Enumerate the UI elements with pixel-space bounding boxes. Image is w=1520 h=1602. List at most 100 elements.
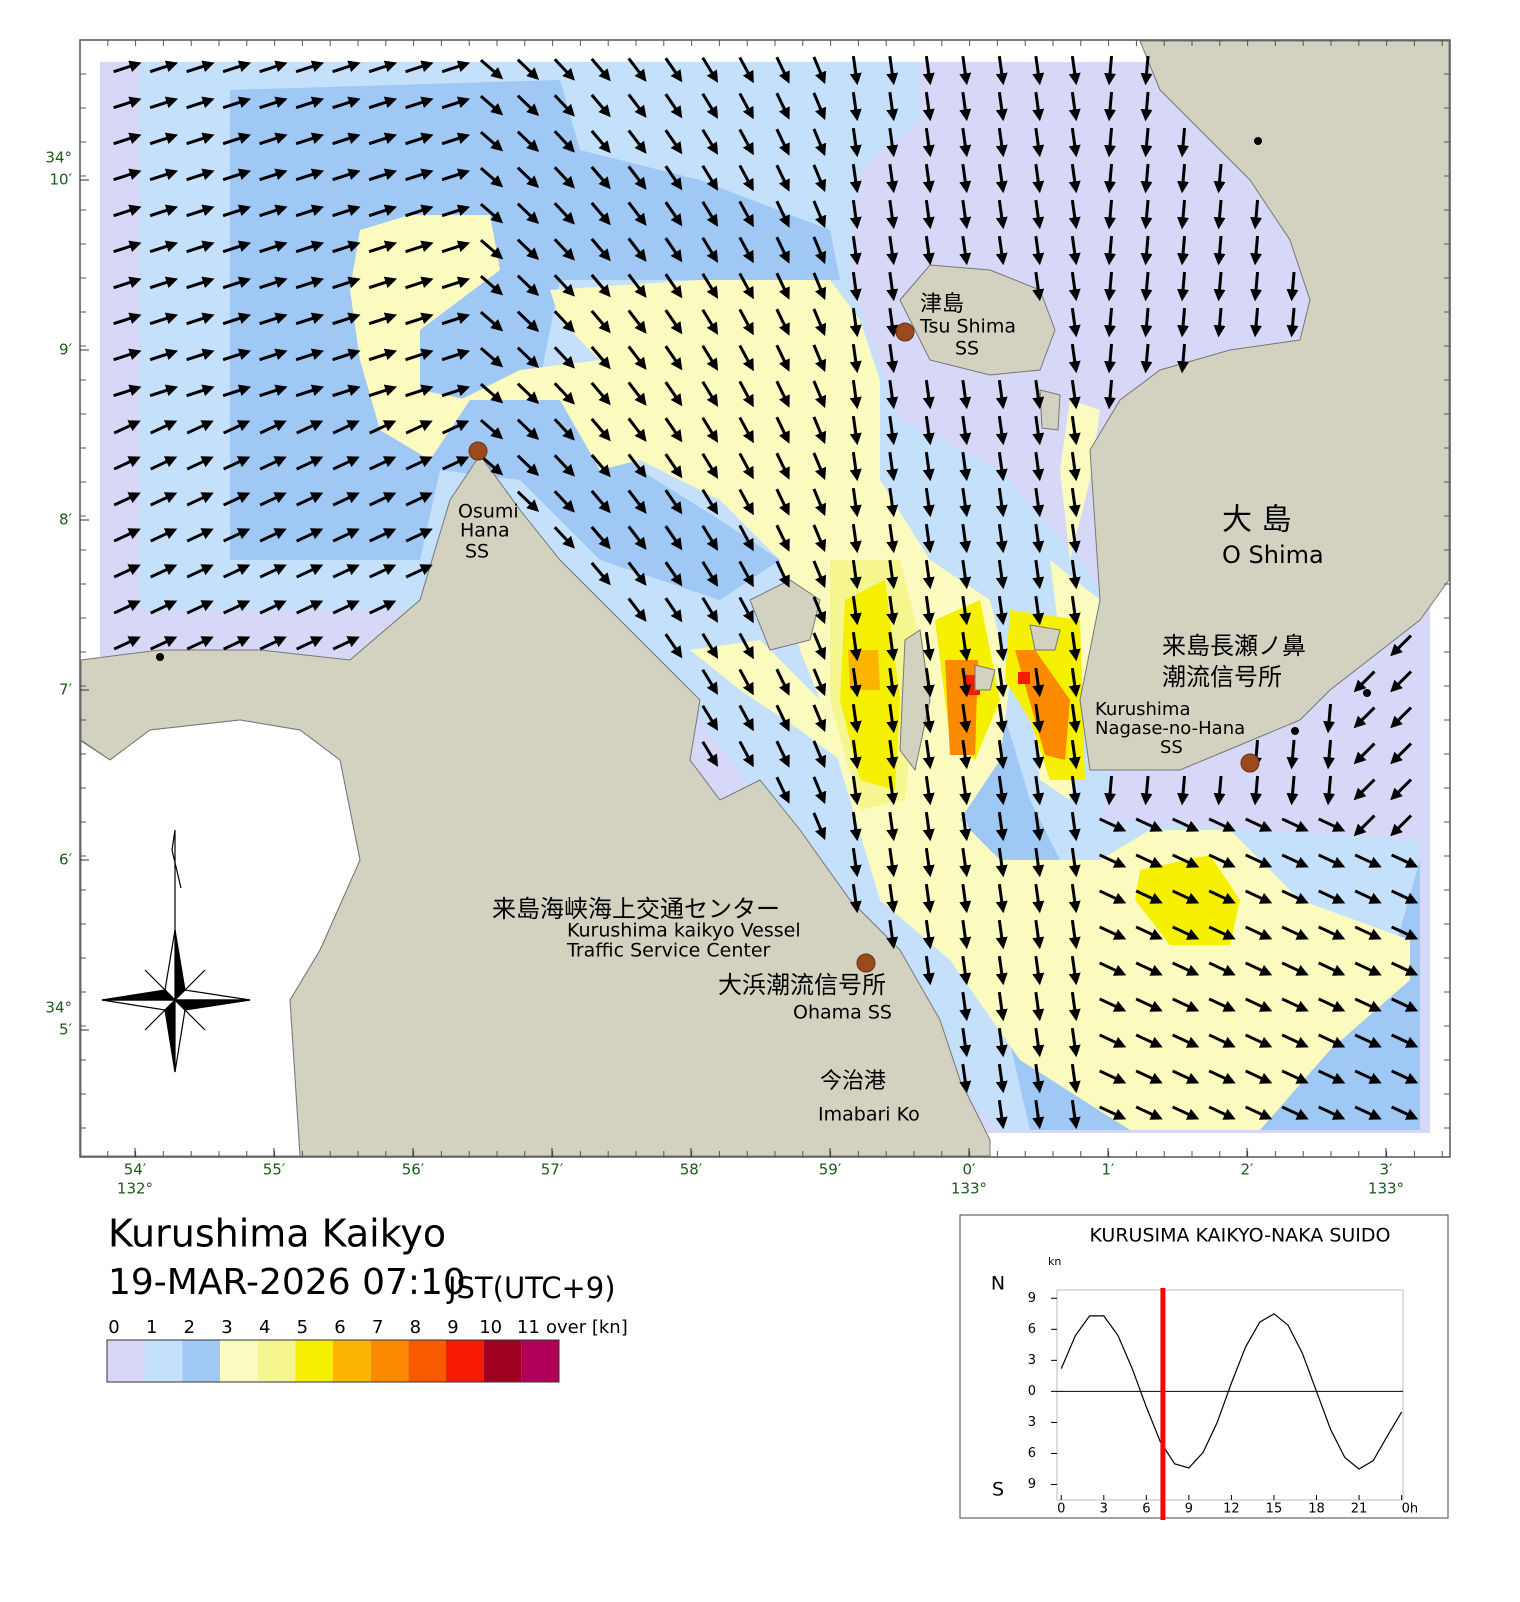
current-arrow [516, 274, 540, 297]
current-arrow [812, 272, 827, 301]
current-arrow [516, 418, 540, 441]
current-arrow [664, 129, 683, 155]
dots [156, 137, 1371, 735]
current-arrow [664, 381, 683, 407]
current-arrow [1032, 487, 1045, 518]
current-arrow [1068, 1027, 1081, 1058]
current-arrow [368, 168, 398, 182]
current-arrow [1032, 1063, 1045, 1094]
current-arrow [849, 775, 862, 806]
current-arrow [1390, 1033, 1419, 1048]
current-arrow [1177, 163, 1190, 194]
current-arrow [1286, 739, 1299, 770]
x-tick-label: 21 [1351, 1502, 1368, 1517]
current-arrow [479, 383, 504, 404]
current-arrow [812, 560, 827, 589]
current-arrow [1135, 961, 1163, 976]
current-arrow [849, 415, 862, 446]
colorbar: 0 1 2 3 4 5 6 7 8 9 10 11 over [kn] [106, 1317, 628, 1383]
current-arrow [922, 199, 935, 230]
current-arrow [295, 528, 324, 543]
dot [1363, 689, 1371, 697]
colorbar-swatch [521, 1340, 559, 1382]
current-arrow [849, 163, 862, 194]
compass-rose [101, 829, 251, 1073]
current-arrow [1098, 1105, 1127, 1120]
current-arrow [701, 668, 719, 695]
current-arrow [1354, 1033, 1382, 1048]
place-label: 潮流信号所 [1162, 663, 1282, 691]
lon-label: 57′ [541, 1161, 564, 1179]
current-arrow [1323, 739, 1336, 770]
current-arrow [1354, 1105, 1382, 1120]
current-arrow [738, 56, 754, 84]
colorbar-swatch [408, 1340, 446, 1382]
current-arrow [959, 883, 972, 914]
current-arrow [1208, 961, 1236, 976]
place-label: Traffic Service Center [566, 940, 771, 962]
current-arrow [1244, 817, 1273, 832]
current-arrow [332, 204, 361, 218]
current-arrow [1068, 487, 1081, 518]
current-arrow [1068, 847, 1081, 878]
current-arrow [886, 883, 899, 914]
current-arrow [1390, 853, 1419, 868]
current-arrow [1068, 955, 1081, 986]
current-arrow [405, 132, 434, 146]
current-arrow [553, 130, 575, 153]
current-arrow [1213, 775, 1226, 806]
current-arrow [113, 384, 142, 398]
current-arrow [405, 60, 434, 74]
place-label: 来島長瀬ノ鼻 [1162, 632, 1306, 660]
current-arrow [959, 739, 972, 770]
current-arrow [113, 60, 142, 74]
current-arrow [479, 275, 504, 296]
current-arrow [959, 631, 972, 662]
current-arrow [664, 561, 683, 587]
current-arrow [812, 524, 827, 553]
current-arrow [149, 456, 178, 471]
current-arrow [1244, 1105, 1273, 1120]
current-arrow [1354, 853, 1382, 868]
current-arrow [849, 55, 862, 86]
lon-label: 56′ [402, 1161, 425, 1179]
place-label: SS [465, 541, 489, 563]
current-arrow [441, 384, 471, 398]
current-arrow [1390, 1069, 1419, 1084]
current-arrow [222, 276, 252, 290]
current-arrow [405, 492, 433, 507]
lon-label: 55′ [263, 1161, 286, 1179]
current-arrow [995, 919, 1008, 950]
south-label: S [992, 1479, 1004, 1501]
current-arrow [332, 168, 361, 182]
current-arrow [259, 528, 287, 543]
current-arrow [849, 595, 862, 626]
lon-label: 58′ [680, 1161, 703, 1179]
x-tick-label: 15 [1266, 1502, 1283, 1517]
current-arrow [701, 740, 719, 767]
colorbar-label: 6 [334, 1317, 345, 1338]
lat-degree-label: 34° [45, 149, 72, 167]
current-arrow [1104, 127, 1117, 158]
current-arrow [1032, 379, 1045, 410]
current-arrow [590, 57, 611, 82]
current-arrow [775, 272, 790, 300]
current-arrow [664, 633, 683, 659]
current-arrow [113, 168, 142, 182]
current-arrow [332, 312, 361, 326]
current-arrow [995, 163, 1008, 194]
current-arrow [1171, 961, 1200, 976]
current-arrow [553, 94, 575, 117]
current-arrow [1390, 778, 1413, 801]
y-tick-label: 3 [1028, 1353, 1036, 1368]
current-arrow [1354, 961, 1382, 976]
current-arrow [295, 492, 324, 507]
current-arrow [627, 93, 647, 118]
current-arrow [886, 847, 899, 878]
current-arrow [995, 595, 1008, 626]
current-arrow [1068, 631, 1081, 662]
current-arrow [959, 523, 972, 554]
station-marker [856, 953, 876, 973]
current-arrow [1032, 559, 1045, 590]
sea-zone [690, 640, 840, 760]
